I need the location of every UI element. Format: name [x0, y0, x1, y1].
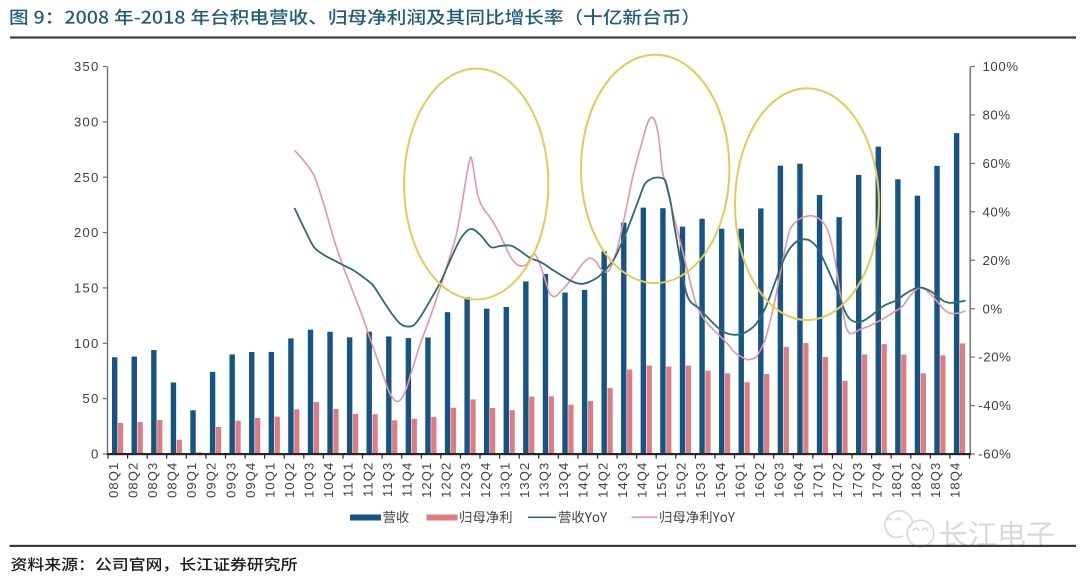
svg-text:09Q1: 09Q1: [184, 462, 199, 498]
svg-text:11Q1: 11Q1: [341, 462, 356, 497]
svg-text:08Q3: 08Q3: [145, 462, 160, 498]
svg-text:08Q2: 08Q2: [125, 462, 140, 498]
svg-text:80%: 80%: [983, 108, 1011, 123]
svg-text:100%: 100%: [983, 59, 1019, 74]
svg-text:11Q2: 11Q2: [360, 462, 375, 497]
svg-text:20%: 20%: [983, 253, 1011, 268]
svg-text:09Q2: 09Q2: [204, 462, 219, 498]
svg-text:10Q1: 10Q1: [262, 462, 277, 498]
svg-text:13Q2: 13Q2: [517, 462, 532, 498]
svg-text:11Q4: 11Q4: [400, 462, 415, 497]
svg-text:18Q4: 18Q4: [948, 462, 963, 498]
svg-text:14Q3: 14Q3: [615, 462, 630, 498]
svg-text:10Q3: 10Q3: [302, 462, 317, 498]
svg-text:100: 100: [74, 336, 100, 351]
svg-text:250: 250: [74, 170, 100, 185]
svg-text:200: 200: [74, 225, 100, 240]
svg-text:08Q4: 08Q4: [165, 462, 180, 498]
svg-text:14Q4: 14Q4: [634, 462, 649, 498]
svg-text:17Q4: 17Q4: [869, 462, 884, 498]
svg-text:40%: 40%: [983, 204, 1011, 219]
svg-text:15Q4: 15Q4: [713, 462, 728, 498]
svg-text:-20%: -20%: [978, 350, 1011, 365]
svg-text:15Q2: 15Q2: [674, 462, 689, 498]
svg-text:16Q1: 16Q1: [732, 462, 747, 498]
svg-text:13Q4: 13Q4: [556, 462, 571, 498]
svg-text:0: 0: [91, 447, 100, 462]
svg-text:12Q1: 12Q1: [419, 462, 434, 498]
svg-text:10Q4: 10Q4: [321, 462, 336, 498]
svg-text:17Q1: 17Q1: [811, 462, 826, 498]
svg-text:12Q2: 12Q2: [439, 462, 454, 498]
svg-text:16Q4: 16Q4: [791, 462, 806, 498]
svg-text:13Q1: 13Q1: [497, 462, 512, 498]
svg-text:150: 150: [74, 281, 100, 296]
svg-text:17Q3: 17Q3: [850, 462, 865, 498]
svg-text:-60%: -60%: [978, 447, 1011, 462]
svg-text:14Q2: 14Q2: [595, 462, 610, 498]
svg-text:13Q3: 13Q3: [537, 462, 552, 498]
svg-text:350: 350: [74, 59, 100, 74]
svg-text:-40%: -40%: [978, 398, 1011, 413]
svg-text:18Q2: 18Q2: [909, 462, 924, 498]
svg-text:15Q3: 15Q3: [693, 462, 708, 498]
svg-text:50: 50: [82, 391, 99, 406]
svg-text:60%: 60%: [983, 156, 1011, 171]
svg-text:12Q3: 12Q3: [458, 462, 473, 498]
svg-text:09Q4: 09Q4: [243, 462, 258, 498]
svg-text:18Q3: 18Q3: [928, 462, 943, 498]
svg-text:12Q4: 12Q4: [478, 462, 493, 498]
svg-text:15Q1: 15Q1: [654, 462, 669, 498]
svg-text:14Q1: 14Q1: [576, 462, 591, 498]
svg-text:11Q3: 11Q3: [380, 462, 395, 497]
svg-text:16Q2: 16Q2: [752, 462, 767, 498]
svg-text:18Q1: 18Q1: [889, 462, 904, 498]
svg-text:0%: 0%: [983, 301, 1003, 316]
svg-text:17Q2: 17Q2: [830, 462, 845, 498]
svg-text:09Q3: 09Q3: [223, 462, 238, 498]
svg-text:10Q2: 10Q2: [282, 462, 297, 498]
svg-text:300: 300: [74, 115, 100, 130]
svg-text:08Q1: 08Q1: [106, 462, 121, 498]
svg-text:16Q3: 16Q3: [772, 462, 787, 498]
